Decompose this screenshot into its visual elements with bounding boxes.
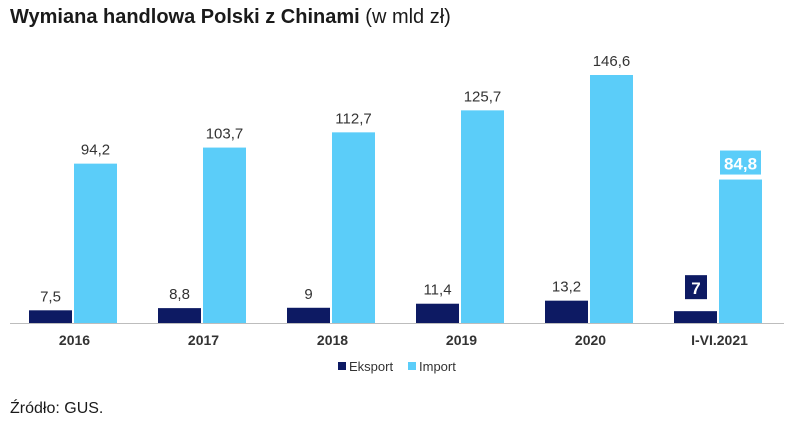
import-bar: [203, 147, 246, 323]
x-tick-label: 2018: [317, 332, 348, 348]
import-data-label: 125,7: [464, 88, 502, 105]
source-note: Źródło: GUS.: [10, 400, 104, 417]
import-bar: [590, 75, 633, 323]
import-data-label: 103,7: [206, 126, 244, 143]
x-tick-label: 2017: [188, 332, 219, 348]
export-data-label: 7: [691, 279, 700, 298]
import-bar: [719, 179, 762, 323]
legend-swatch-import: [408, 362, 416, 370]
import-data-label: 94,2: [81, 142, 110, 159]
export-data-label: 11,4: [423, 282, 451, 299]
export-bar: [158, 308, 201, 323]
import-data-label: 84,8: [724, 155, 757, 174]
export-data-label: 8,8: [169, 286, 190, 303]
import-data-label: 112,7: [335, 110, 371, 127]
export-data-label: 13,2: [552, 279, 581, 296]
export-data-label: 7,5: [40, 288, 61, 305]
x-tick-label: 2019: [446, 332, 477, 348]
export-bar: [29, 310, 72, 323]
legend-label-import: Import: [419, 359, 456, 374]
legend-swatch-export: [338, 362, 346, 370]
chart-title: Wymiana handlowa Polski z Chinami (w mld…: [10, 6, 451, 29]
chart-title-unit: (w mld zł): [365, 6, 451, 28]
chart-title-main: Wymiana handlowa Polski z Chinami: [10, 6, 360, 28]
x-tick-label: 2016: [59, 332, 90, 348]
export-bar: [545, 300, 588, 323]
import-bar: [332, 132, 375, 323]
import-bar: [74, 163, 117, 323]
export-bar: [674, 311, 717, 323]
export-label-box: [685, 275, 707, 300]
export-data-label: 9: [304, 286, 312, 303]
import-bar: [461, 110, 504, 323]
import-label-box: [720, 150, 761, 175]
x-tick-label: I-VI.2021: [691, 332, 748, 348]
legend-label-export: Eksport: [349, 359, 393, 374]
export-bar: [416, 303, 459, 323]
export-bar: [287, 307, 330, 323]
bar-chart: 7,5 94,2 2016 8,8 103,7 2017 9 112,7 2018 11,4 125…: [10, 53, 784, 374]
import-data-label: 146,6: [593, 53, 631, 70]
x-tick-label: 2020: [575, 332, 606, 348]
